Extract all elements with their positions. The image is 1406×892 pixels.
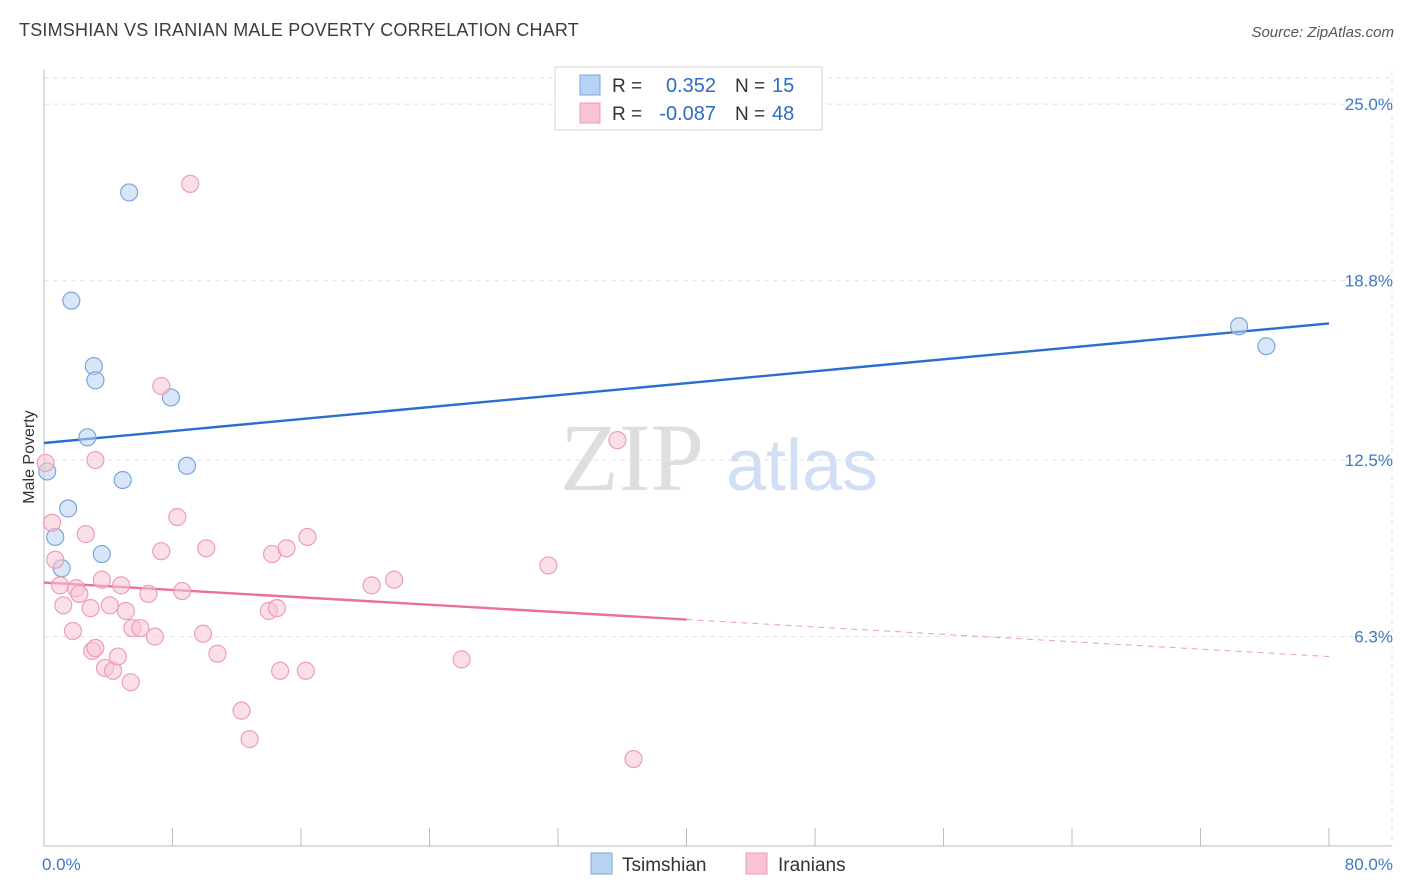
- point-iranians: [152, 376, 171, 396]
- point-iranians: [81, 599, 100, 618]
- point-iranians: [116, 601, 136, 621]
- point-tsimshian: [92, 544, 111, 564]
- bottom-legend-label-iranians: Iranians: [778, 855, 846, 876]
- bottom-legend-label-tsimshian: Tsimshian: [622, 855, 706, 876]
- point-iranians: [298, 527, 317, 547]
- legend-n-value-iranians: 48: [772, 103, 794, 125]
- point-iranians: [208, 644, 227, 663]
- point-iranians: [539, 556, 558, 575]
- point-iranians: [50, 576, 70, 595]
- x-tick-label: 80.0%: [1345, 855, 1393, 874]
- point-iranians: [362, 576, 381, 595]
- point-tsimshian: [120, 183, 139, 202]
- point-iranians: [36, 453, 55, 473]
- chart-title: TSIMSHIAN VS IRANIAN MALE POVERTY CORREL…: [19, 20, 579, 40]
- point-tsimshian: [1257, 337, 1276, 356]
- point-tsimshian: [177, 456, 197, 475]
- legend-n-label-tsimshian: N =: [735, 76, 765, 97]
- series-legend: Tsimshian Iranians: [590, 852, 846, 876]
- y-axis-title: Male Poverty: [21, 410, 38, 503]
- point-tsimshian: [113, 470, 132, 490]
- point-iranians: [131, 618, 150, 638]
- point-iranians: [193, 624, 213, 643]
- y-tick-label: 6.3%: [1354, 628, 1393, 647]
- legend-swatch-iranians: [579, 102, 601, 124]
- y-tick-label: 25.0%: [1345, 95, 1393, 114]
- legend-swatch-tsimshian: [579, 74, 601, 96]
- point-iranians: [100, 596, 119, 615]
- point-iranians: [108, 647, 127, 666]
- point-iranians: [152, 542, 171, 561]
- point-iranians: [111, 576, 131, 595]
- point-iranians: [145, 627, 164, 646]
- point-iranians: [181, 174, 200, 193]
- point-iranians: [267, 599, 287, 618]
- watermark-zip: ZIP: [560, 404, 704, 511]
- point-iranians: [173, 581, 192, 601]
- point-iranians: [271, 661, 290, 680]
- axes: [43, 70, 1392, 847]
- point-iranians: [63, 621, 83, 641]
- legend-r-value-iranians: -0.087: [659, 103, 716, 125]
- point-iranians: [42, 513, 62, 532]
- legend-r-label-iranians: R =: [612, 104, 642, 125]
- watermark-atlas: atlas: [726, 426, 878, 506]
- legend-r-value-tsimshian: 0.352: [666, 75, 716, 97]
- legend-n-value-tsimshian: 15: [772, 75, 794, 97]
- point-iranians: [46, 550, 65, 569]
- legend-n-label-iranians: N =: [735, 104, 765, 125]
- point-iranians: [76, 525, 95, 544]
- point-tsimshian: [1229, 317, 1249, 336]
- scatter-points: [36, 174, 1276, 769]
- point-iranians: [92, 570, 111, 589]
- watermark: ZIP atlas: [560, 404, 878, 511]
- point-tsimshian: [78, 428, 97, 447]
- point-tsimshian: [62, 291, 81, 310]
- point-iranians: [608, 431, 627, 450]
- point-iranians: [168, 507, 187, 527]
- grid: [44, 70, 1393, 846]
- point-iranians: [385, 570, 404, 589]
- bottom-legend-swatch-iranians: [745, 852, 768, 875]
- x-tick-label: 0.0%: [42, 855, 81, 874]
- point-iranians: [54, 596, 73, 615]
- point-iranians: [296, 661, 315, 680]
- correlation-legend: R = 0.352 N = 15 R = -0.087 N = 48: [554, 66, 823, 131]
- point-iranians: [232, 701, 251, 720]
- bottom-legend-swatch-tsimshian: [590, 852, 613, 875]
- point-iranians: [121, 673, 140, 692]
- legend-r-label-tsimshian: R =: [612, 76, 642, 97]
- point-iranians: [240, 730, 259, 749]
- y-tick-label: 12.5%: [1345, 451, 1393, 470]
- point-iranians: [70, 584, 89, 604]
- point-iranians: [452, 650, 471, 669]
- point-iranians: [86, 638, 105, 658]
- point-iranians: [624, 749, 643, 769]
- point-iranians: [139, 584, 158, 604]
- point-tsimshian: [86, 371, 105, 390]
- source-label: Source: ZipAtlas.com: [1251, 24, 1394, 41]
- tick-labels: 6.3% 12.5% 18.8% 25.0% 0.0% 80.0%: [42, 95, 1393, 874]
- point-tsimshian: [58, 499, 78, 518]
- trend-line-tsimshian: [43, 322, 1330, 445]
- point-iranians: [86, 450, 105, 470]
- point-iranians: [277, 539, 296, 558]
- trend-line-extension-iranians: [686, 619, 1330, 658]
- y-tick-label: 18.8%: [1345, 272, 1393, 291]
- point-iranians: [197, 539, 216, 558]
